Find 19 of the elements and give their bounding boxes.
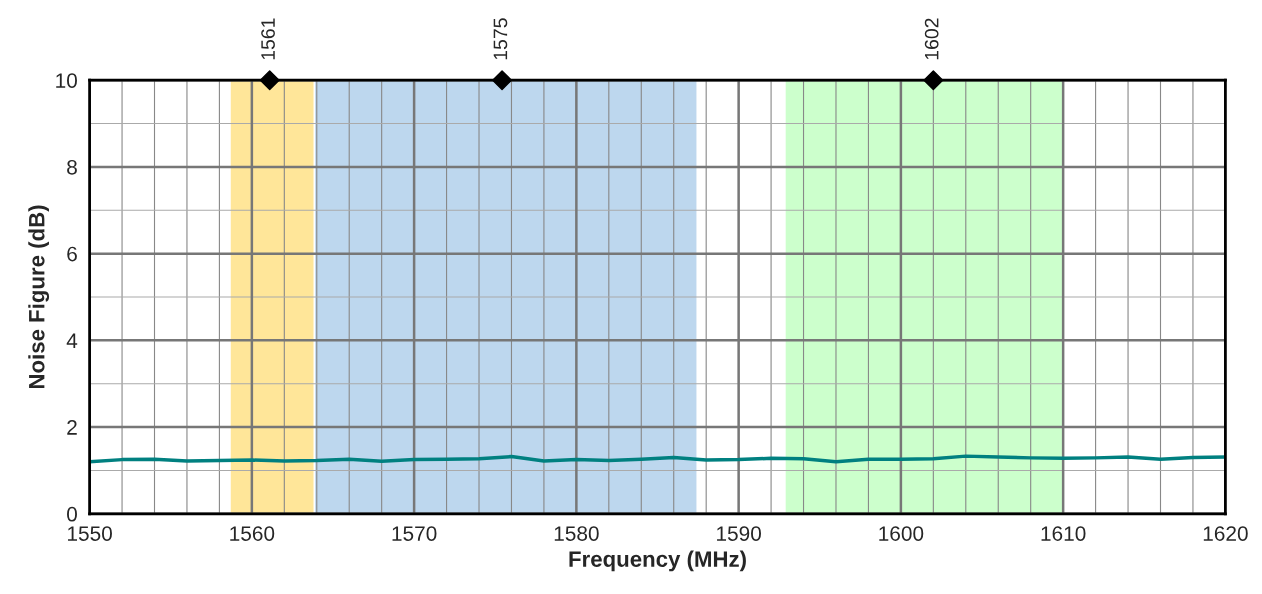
x-tick-label: 1600 — [879, 526, 924, 541]
x-tick-label: 1560 — [230, 526, 275, 541]
annotation: 1575 — [493, 18, 508, 60]
y-tick-label: 2 — [67, 420, 77, 435]
x-tick-label: 1570 — [392, 526, 437, 541]
y-tick-label: 4 — [66, 333, 78, 348]
x-tick-label: 1580 — [554, 526, 599, 541]
x-tick-label: 1610 — [1041, 526, 1086, 541]
y-tick-label: 0 — [67, 506, 77, 522]
annotation: 1561 — [261, 18, 275, 60]
y-axis-title: Noise Figure (dB) — [28, 205, 50, 389]
y-tick-label: 10 — [56, 73, 77, 88]
x-tick-label: 1550 — [68, 526, 112, 541]
y-tick-label: 8 — [67, 159, 77, 175]
x-axis-title: Frequency (MHz) — [569, 550, 746, 572]
x-tick-label: 1590 — [717, 526, 761, 541]
y-tick-label: 6 — [67, 246, 77, 262]
annotation: 1602 — [924, 18, 939, 60]
x-tick-label: 1620 — [1203, 526, 1248, 541]
